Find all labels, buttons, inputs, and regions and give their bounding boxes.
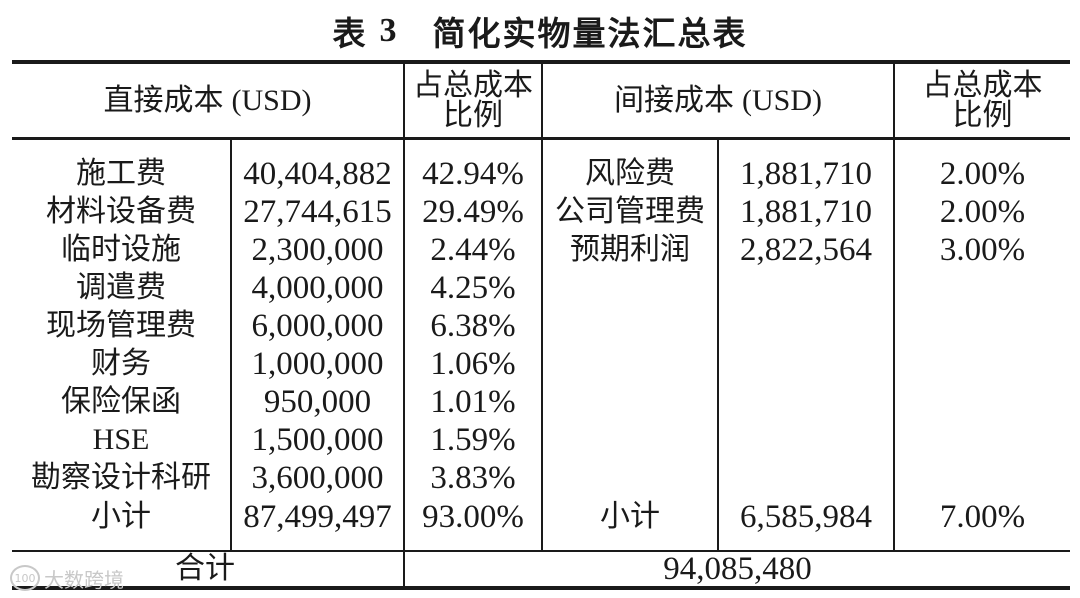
direct-name-temporary: 临时设施: [61, 232, 181, 267]
direct-name-construction: 施工费: [76, 156, 166, 191]
direct-value-site-management: 6,000,000: [251, 307, 384, 344]
direct-name-finance: 财务: [91, 346, 151, 381]
direct-ratio-survey-design: 3.83%: [430, 459, 516, 496]
header-indirect-cost: 间接成本 (USD): [614, 82, 822, 118]
direct-value-finance: 1,000,000: [251, 345, 384, 382]
header-indirect-ratio: 占总成本 比例: [922, 67, 1043, 133]
table-title-text: 简化实物量法汇总表: [432, 14, 748, 53]
indirect-ratio-corporate: 2.00%: [939, 193, 1026, 230]
watermark-text: 大数跨境: [44, 567, 124, 592]
direct-ratio-subtotal: 93.00%: [422, 498, 524, 535]
indirect-ratio-subtotal: 7.00%: [939, 498, 1026, 535]
table-title-prefix: 表: [332, 14, 368, 53]
direct-ratio-finance: 1.06%: [430, 345, 516, 382]
direct-value-mobilization: 4,000,000: [251, 269, 384, 306]
direct-ratio-temporary: 2.44%: [430, 231, 516, 268]
direct-ratio-site-management: 6.38%: [430, 307, 516, 344]
direct-ratio-mobilization: 4.25%: [430, 269, 516, 306]
direct-name-insurance: 保险保函: [61, 384, 181, 419]
bottom-rule: [12, 586, 1070, 590]
direct-value-materials: 27,744,615: [243, 193, 392, 230]
indirect-name-corporate: 公司管理费: [555, 194, 705, 229]
col-divider-1: [230, 140, 232, 550]
table-title-number: 3: [379, 12, 399, 49]
top-rule: [12, 60, 1070, 64]
table-title: 表 3 简化实物量法汇总表: [0, 4, 1080, 58]
col-divider-3: [541, 64, 543, 550]
col-divider-5: [893, 64, 895, 550]
direct-value-subtotal: 87,499,497: [243, 498, 392, 535]
indirect-ratio-profit: 3.00%: [939, 231, 1026, 268]
col-divider-4: [717, 140, 719, 550]
direct-name-materials: 材料设备费: [46, 194, 196, 229]
direct-name-survey-design: 勘察设计科研: [31, 460, 211, 495]
header-direct-ratio: 占总成本 比例: [413, 67, 533, 133]
total-label: 合计: [175, 551, 235, 586]
direct-value-insurance: 950,000: [263, 383, 372, 420]
watermark-logo-icon: 100: [10, 565, 40, 591]
direct-ratio-insurance: 1.01%: [430, 383, 516, 420]
direct-name-hse: HSE: [92, 423, 150, 456]
direct-name-subtotal: 小计: [91, 499, 151, 534]
indirect-value-corporate: 1,881,710: [740, 193, 872, 230]
direct-name-site-management: 现场管理费: [46, 308, 196, 343]
total-value: 94,085,480: [663, 550, 812, 587]
direct-value-construction: 40,404,882: [243, 155, 392, 192]
indirect-value-risk: 1,881,710: [740, 155, 872, 192]
col-divider-2: [403, 64, 405, 586]
direct-name-mobilization: 调遣费: [76, 270, 166, 305]
indirect-name-risk: 风险费: [585, 156, 675, 191]
direct-value-survey-design: 3,600,000: [251, 459, 384, 496]
direct-value-hse: 1,500,000: [251, 421, 384, 458]
direct-ratio-construction: 42.94%: [422, 155, 524, 192]
total-rule: [12, 550, 1070, 552]
indirect-ratio-risk: 2.00%: [939, 155, 1026, 192]
direct-ratio-materials: 29.49%: [422, 193, 524, 230]
indirect-name-profit: 预期利润: [570, 232, 690, 267]
direct-value-temporary: 2,300,000: [251, 231, 384, 268]
indirect-value-subtotal: 6,585,984: [740, 498, 872, 535]
indirect-value-profit: 2,822,564: [740, 231, 872, 268]
watermark: 100 大数跨境: [10, 564, 124, 592]
indirect-name-subtotal: 小计: [600, 499, 660, 534]
header-direct-cost: 直接成本 (USD): [103, 82, 312, 118]
direct-ratio-hse: 1.59%: [430, 421, 516, 458]
